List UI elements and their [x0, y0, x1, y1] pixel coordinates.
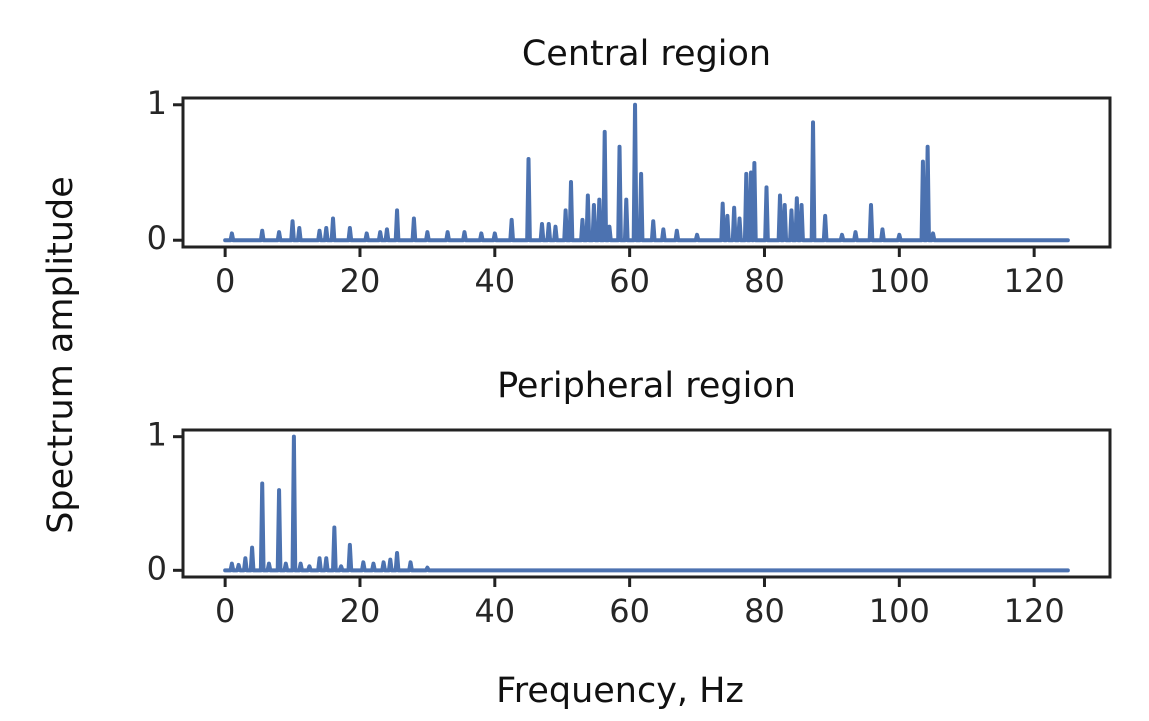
chart-title: Central region — [522, 34, 771, 74]
y-tick-label: 0 — [147, 219, 167, 257]
x-tick-label: 40 — [474, 262, 515, 300]
chart-title: Peripheral region — [497, 366, 796, 406]
x-axis-label: Frequency, Hz — [496, 671, 744, 711]
axes-frame — [181, 96, 1112, 249]
spectrum-line — [223, 102, 1070, 243]
x-tick-label: 120 — [1004, 262, 1065, 300]
y-tick-label: 1 — [147, 84, 167, 122]
x-tick-label: 60 — [609, 592, 650, 630]
x-tick-label: 60 — [609, 262, 650, 300]
x-tick-label: 80 — [744, 592, 785, 630]
x-tick-label: 100 — [869, 592, 930, 630]
x-tick-label: 20 — [340, 262, 381, 300]
y-tick-label: 1 — [147, 416, 167, 454]
x-tick-label: 120 — [1004, 592, 1065, 630]
x-tick-label: 0 — [215, 592, 235, 630]
axes-frame — [181, 428, 1112, 579]
y-tick-label: 0 — [147, 549, 167, 587]
y-axis-label: Spectrum amplitude — [41, 176, 81, 534]
spectrum-line — [223, 434, 1070, 573]
x-tick-label: 40 — [474, 592, 515, 630]
x-tick-label: 100 — [869, 262, 930, 300]
x-tick-label: 20 — [340, 592, 381, 630]
x-tick-label: 80 — [744, 262, 785, 300]
x-tick-label: 0 — [215, 262, 235, 300]
